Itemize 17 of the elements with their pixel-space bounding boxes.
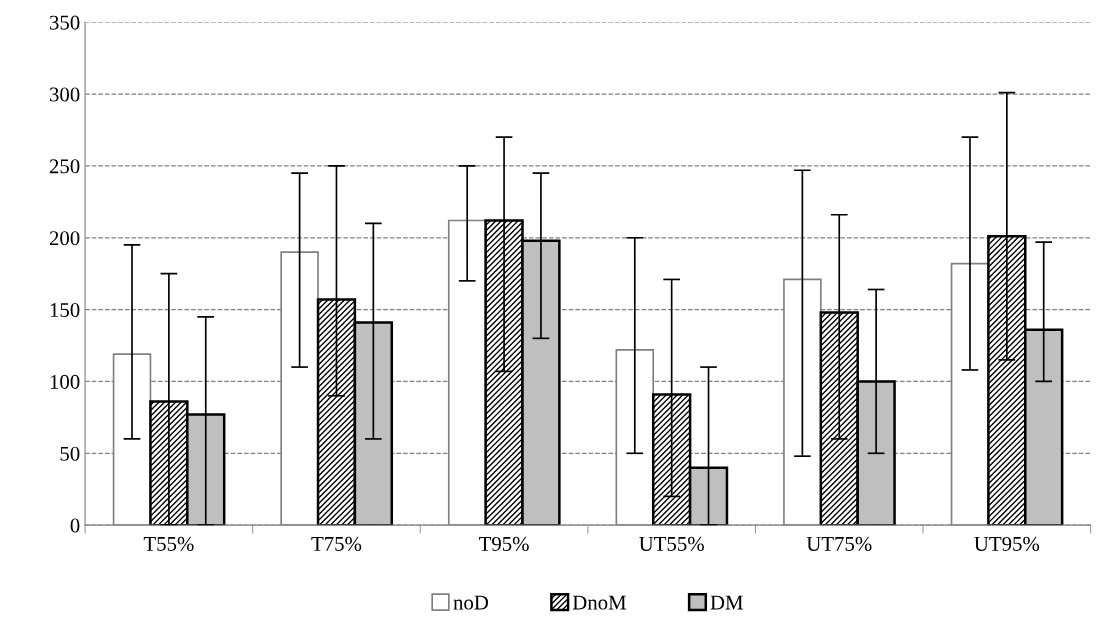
x-tick-label: UT55% — [639, 536, 704, 551]
y-tick-label: 100 — [50, 374, 80, 389]
legend-label: DnoM — [572, 595, 627, 610]
y-tick-label: 200 — [49, 231, 80, 246]
y-tick-label: 150 — [50, 302, 80, 318]
x-tick-label: T95% — [478, 536, 529, 551]
x-tick-label: UT95% — [974, 536, 1040, 551]
y-tick-label: 0 — [70, 518, 80, 533]
x-tick-label: T55% — [143, 536, 194, 551]
y-tick-label: 300 — [49, 87, 80, 102]
x-tick-label: UT75% — [806, 536, 872, 551]
x-tick-label: T75% — [311, 536, 362, 551]
legend-label: noD — [453, 595, 489, 610]
y-tick-label: 250 — [49, 159, 80, 174]
legend-label: DM — [710, 595, 743, 610]
y-tick-label: 350 — [49, 15, 80, 30]
y-tick-label: 50 — [60, 446, 80, 461]
